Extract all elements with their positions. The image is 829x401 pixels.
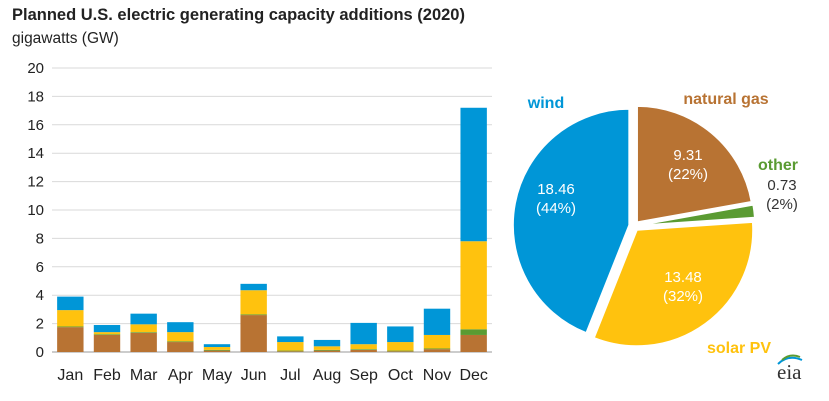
bar-segment-other — [350, 349, 377, 350]
bar-segment-natural-gas — [203, 350, 231, 352]
bar-segment-wind — [130, 313, 157, 325]
bar-segment-solar — [57, 310, 84, 327]
bar-segment-natural-gas — [57, 327, 84, 352]
y-tick-label: 0 — [36, 344, 44, 361]
pie-label-name: natural gas — [683, 91, 768, 108]
bar-segment-other — [130, 332, 157, 333]
bar-segment-natural-gas — [93, 334, 121, 352]
pie-label-value: 18.46 — [537, 181, 575, 198]
bar-segment-wind — [93, 325, 121, 333]
x-tick-label: Sep — [349, 367, 378, 384]
x-tick-label: Apr — [168, 367, 194, 384]
eia-logo-text: eia — [777, 360, 802, 384]
bar-segment-solar — [277, 342, 304, 351]
x-tick-label: Mar — [130, 367, 158, 384]
bar-segment-natural-gas — [350, 349, 377, 352]
pie-chart-slices — [512, 105, 756, 347]
y-tick-label: 8 — [36, 230, 44, 247]
bar-segment-solar — [460, 241, 487, 330]
bar-segment-other — [313, 349, 341, 351]
bar-chart-y-ticks: 0 2 4 6 8 10 12 14 16 18 20 — [27, 60, 44, 361]
y-tick-label: 12 — [27, 174, 44, 191]
pie-label-value: 13.48 — [664, 269, 702, 286]
y-tick-label: 18 — [27, 88, 44, 105]
x-tick-label: Jan — [57, 367, 83, 384]
x-tick-label: May — [202, 367, 232, 384]
bar-segment-other — [203, 349, 231, 351]
y-tick-label: 20 — [27, 60, 44, 77]
pie-label-percent: (44%) — [536, 200, 576, 217]
pie-slice-other — [638, 204, 756, 227]
bar-segment-solar — [387, 342, 414, 351]
bar-chart-gridlines — [52, 67, 492, 353]
bar-segment-other — [423, 348, 451, 350]
bar-segment-natural-gas — [240, 315, 267, 352]
y-tick-label: 10 — [27, 202, 44, 219]
bar-segment-solar — [350, 344, 377, 350]
bar-segment-other — [93, 334, 121, 335]
x-tick-label: Jul — [280, 367, 300, 384]
bar-segment-natural-gas — [387, 351, 414, 352]
bar-segment-natural-gas — [277, 351, 304, 352]
x-tick-label: Nov — [423, 367, 451, 384]
bar-segment-wind — [460, 107, 487, 242]
y-tick-label: 2 — [36, 316, 44, 333]
x-tick-label: Feb — [93, 367, 121, 384]
pie-chart-labels: natural gas 9.31 (22%) other 0.73 (2%) solar P… — [527, 91, 798, 357]
bar-segment-natural-gas — [423, 349, 451, 352]
y-tick-label: 14 — [27, 145, 44, 162]
bar-segment-solar — [130, 324, 157, 333]
bar-segment-solar — [203, 347, 231, 350]
bar-segment-solar — [167, 332, 194, 342]
bar-segment-wind — [387, 326, 414, 343]
pie-slice-solar — [593, 221, 754, 347]
bar-segment-natural-gas — [313, 350, 341, 352]
bar-chart-x-ticks: Jan Feb Mar Apr May Jun Jul Aug Sep Oct Nov Dec — [57, 367, 487, 384]
pie-slice-natural-gas — [636, 105, 753, 224]
x-tick-label: Jun — [241, 367, 267, 384]
bar-segment-other — [460, 329, 487, 335]
pie-label-percent: (2%) — [766, 196, 798, 213]
bar-segment-solar — [93, 332, 121, 335]
bar-segment-wind — [423, 308, 451, 335]
y-axis-unit-label: gigawatts (GW) — [12, 30, 119, 47]
y-tick-label: 6 — [36, 259, 44, 276]
pie-label-name: other — [758, 157, 798, 174]
pie-slice-wind — [512, 108, 630, 334]
bar-segment-solar — [423, 334, 451, 349]
bar-segment-other — [167, 341, 194, 343]
bar-segment-solar — [240, 290, 267, 315]
pie-label-value: 9.31 — [673, 147, 702, 164]
y-tick-label: 4 — [36, 287, 44, 304]
bar-segment-wind — [167, 322, 194, 333]
bar-segment-other — [240, 314, 267, 316]
bar-segment-natural-gas — [130, 332, 157, 352]
bar-segment-other — [57, 326, 84, 328]
bar-segment-natural-gas — [167, 342, 194, 352]
x-tick-label: Dec — [459, 367, 487, 384]
pie-label-percent: (22%) — [668, 166, 708, 183]
x-tick-label: Aug — [313, 367, 341, 384]
y-tick-label: 16 — [27, 117, 44, 134]
bar-segment-solar — [313, 346, 341, 350]
pie-label-name: wind — [527, 95, 564, 112]
pie-label-value: 0.73 — [767, 177, 796, 194]
chart-title: Planned U.S. electric generating capacit… — [12, 6, 465, 24]
bar-segment-wind — [57, 296, 84, 311]
bar-segment-other — [387, 350, 414, 352]
x-tick-label: Oct — [388, 367, 413, 384]
pie-label-name: solar PV — [707, 340, 771, 357]
pie-label-percent: (32%) — [663, 288, 703, 305]
bar-segment-wind — [277, 336, 304, 343]
bar-segment-natural-gas — [460, 334, 487, 352]
bar-segment-other — [277, 350, 304, 352]
bar-segment-wind — [350, 322, 377, 345]
bar-chart-bars — [57, 107, 487, 352]
bar-segment-wind — [240, 283, 267, 291]
bar-segment-wind — [313, 339, 341, 347]
eia-logo-icon — [777, 354, 803, 365]
bar-segment-wind — [203, 344, 231, 348]
